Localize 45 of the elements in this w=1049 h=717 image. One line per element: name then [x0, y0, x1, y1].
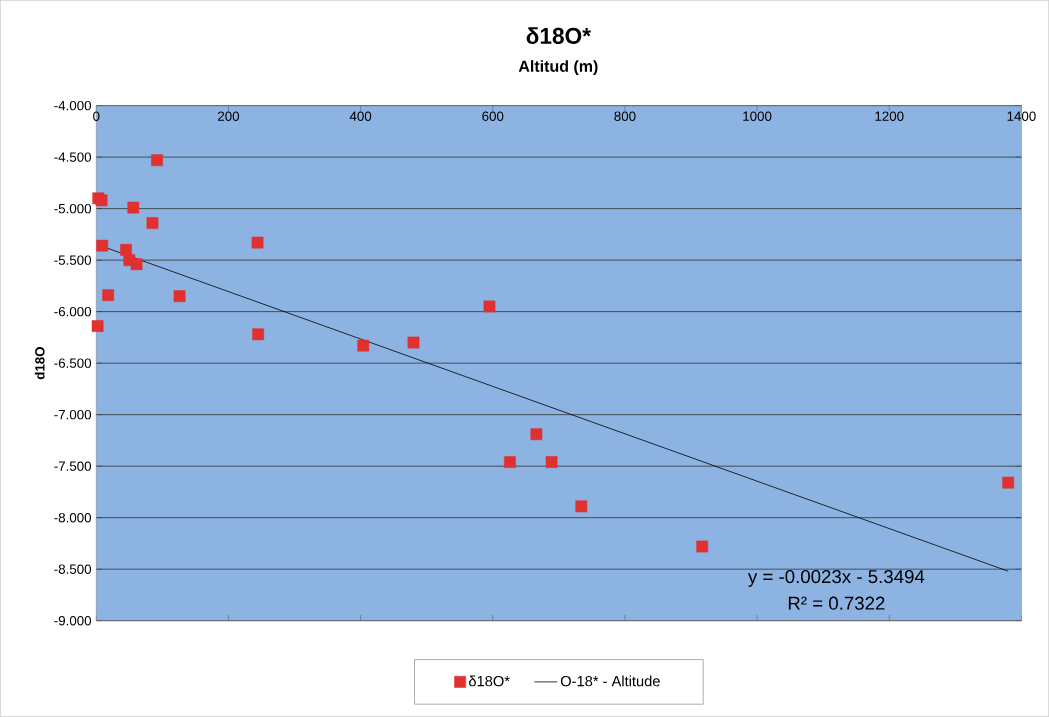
point — [357, 339, 370, 352]
x-tick-label: 0 — [93, 111, 100, 121]
y-tick-label: -4.500 — [54, 152, 92, 162]
y-axis-title: d18O — [34, 347, 45, 380]
point — [146, 217, 159, 229]
point — [252, 328, 265, 341]
legend-label: O-18* - Altitude — [560, 675, 660, 687]
legend-label: δ18O* — [468, 675, 510, 687]
point — [407, 336, 420, 349]
y-tick-label: -8.500 — [54, 564, 92, 574]
x-tick-label: 400 — [349, 111, 372, 121]
y-tick-label: -4.000 — [54, 100, 92, 111]
point — [545, 456, 558, 468]
y-tick-label: -5.000 — [54, 203, 92, 214]
x-tick-label: 800 — [614, 111, 636, 121]
point — [696, 540, 709, 553]
point — [127, 201, 140, 214]
x-tick-label: 600 — [482, 111, 504, 121]
point — [1002, 476, 1015, 489]
point — [483, 300, 496, 313]
y-tick-label: -6.000 — [54, 306, 92, 317]
point — [91, 320, 104, 332]
point — [173, 290, 186, 303]
y-tick-label: -7.000 — [54, 409, 92, 420]
x-tick-label: 1200 — [875, 111, 904, 121]
point — [504, 456, 516, 468]
x-axis-title: Altitud (m) — [518, 60, 598, 76]
point — [96, 239, 109, 252]
y-tick-label: -8.000 — [54, 512, 92, 523]
x-tick-label: 1000 — [743, 111, 772, 121]
chart-title: δ18O* — [526, 27, 592, 44]
y-tick-label: -9.000 — [54, 615, 92, 626]
y-tick-label: -6.500 — [54, 358, 92, 368]
x-tick-label: 1400 — [1007, 111, 1036, 121]
annotation: y = -0.0023x - 5.3494 — [747, 569, 925, 587]
point — [530, 428, 543, 441]
point — [151, 154, 163, 167]
x-tick-label: 200 — [217, 111, 240, 121]
y-tick-label: -7.500 — [54, 461, 92, 471]
point — [251, 236, 264, 249]
y-tick-label: -5.500 — [54, 255, 92, 265]
point — [102, 289, 115, 302]
annotation: R² = 0.7322 — [788, 596, 885, 610]
point — [575, 500, 588, 513]
point — [130, 258, 143, 271]
